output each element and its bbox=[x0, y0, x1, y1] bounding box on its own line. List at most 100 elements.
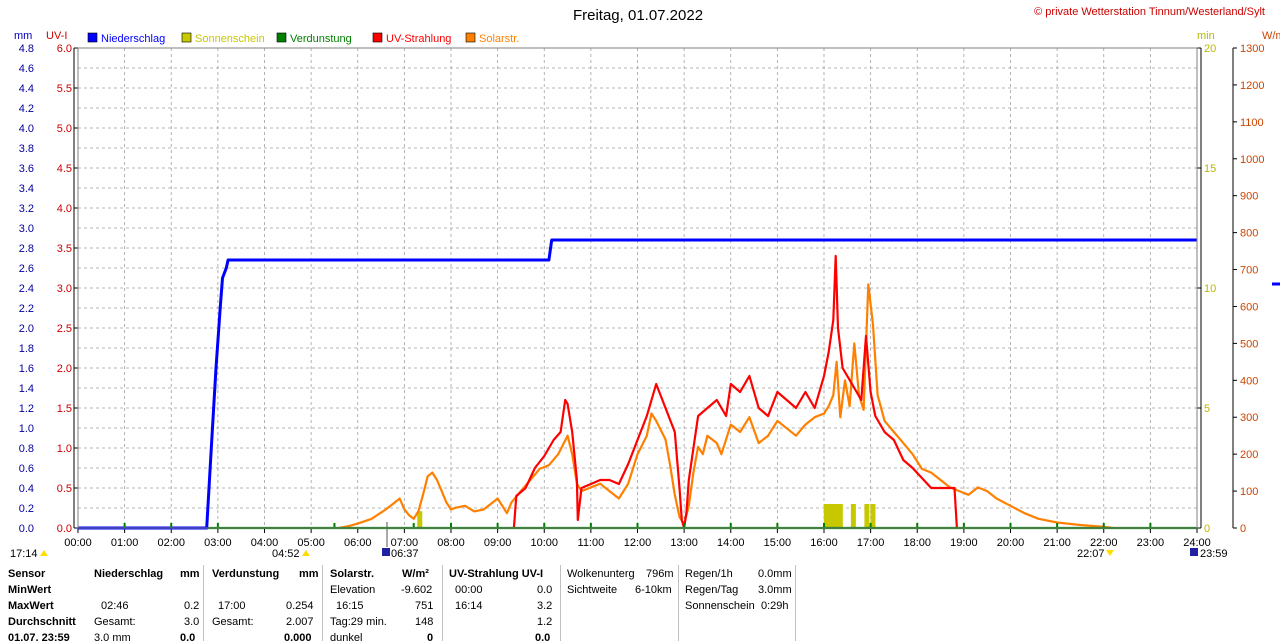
column-divider bbox=[795, 565, 796, 641]
time-tick-label: 18:00 bbox=[903, 537, 931, 549]
time-tick-label: 04:00 bbox=[251, 537, 279, 549]
mm-tick-label: 0.6 bbox=[19, 463, 34, 475]
uv-max-time: 16:14 bbox=[455, 600, 483, 612]
rain-max-value: 0.2 bbox=[184, 600, 200, 612]
column-divider bbox=[322, 565, 323, 641]
grid bbox=[78, 48, 1197, 528]
time-tick-label: 08:00 bbox=[437, 537, 465, 549]
weather-chart: Freitag, 01.07.2022 © private Wetterstat… bbox=[10, 6, 1280, 560]
legend-label: Niederschlag bbox=[101, 33, 165, 45]
statistics-panel: Sensor MinWert MaxWert Durchschnitt 01.0… bbox=[0, 563, 1280, 644]
wm2-tick-label: 500 bbox=[1240, 338, 1258, 350]
time-tick-label: 10:00 bbox=[530, 537, 558, 549]
legend-label: UV-Strahlung bbox=[386, 33, 451, 45]
uv-strahlung-series-line bbox=[512, 254, 958, 530]
rain-total-value: 3.0 bbox=[184, 616, 200, 628]
wm2-tick-label: 600 bbox=[1240, 301, 1258, 313]
min-tick-label: 20 bbox=[1204, 43, 1216, 55]
sun-markers: 17:14 04:52 06:37 22:07 23:59 bbox=[10, 522, 1228, 560]
mm-tick-label: 1.8 bbox=[19, 343, 34, 355]
legend-swatch bbox=[276, 32, 287, 43]
dawn-time: 06:37 bbox=[391, 548, 419, 560]
sunshine-label: Sonnenschein bbox=[685, 600, 755, 612]
solar-max-value: 751 bbox=[415, 600, 434, 612]
time-tick-label: 05:00 bbox=[297, 537, 325, 549]
sunshine-bar bbox=[833, 504, 839, 528]
sunshine-bar bbox=[870, 504, 876, 528]
solar-header: Solarstr. bbox=[330, 568, 375, 580]
rain-1h-value: 0.0mm bbox=[758, 568, 792, 580]
uvi-tick-label: 4.5 bbox=[57, 163, 72, 175]
rain-last-label: 3.0 mm bbox=[94, 632, 131, 644]
uv-avg-value: 1.2 bbox=[537, 616, 553, 628]
evap-header: Verdunstung bbox=[212, 568, 280, 580]
uv-last-value: 0.0 bbox=[535, 632, 551, 644]
uvi-tick-label: 3.0 bbox=[57, 283, 72, 295]
rain-last-value: 0.0 bbox=[180, 632, 196, 644]
moon-icon bbox=[382, 548, 390, 556]
time-tick-label: 23:00 bbox=[1137, 537, 1165, 549]
time-tick-label: 06:00 bbox=[344, 537, 372, 549]
uvi-tick-label: 1.5 bbox=[57, 403, 72, 415]
solar-avg-value: 148 bbox=[415, 616, 434, 628]
uv-min-value: 0.0 bbox=[537, 584, 553, 596]
cloud-base-label: Wolkenunterg bbox=[567, 568, 635, 580]
wm2-tick-label: 0 bbox=[1240, 523, 1246, 535]
wm2-tick-label: 200 bbox=[1240, 449, 1258, 461]
uvi-tick-label: 0.0 bbox=[57, 523, 72, 535]
mm-axis-unit: mm bbox=[14, 30, 32, 42]
time-tick-label: 13:00 bbox=[670, 537, 698, 549]
wm2-axis-unit: W/m² bbox=[1262, 30, 1280, 42]
mm-tick-label: 3.4 bbox=[19, 183, 34, 195]
evap-total-value: 2.007 bbox=[286, 616, 314, 628]
mm-tick-label: 3.2 bbox=[19, 203, 34, 215]
sunshine-value: 0:29h bbox=[761, 600, 789, 612]
uv-max-value: 3.2 bbox=[537, 600, 553, 612]
time-tick-label: 07:00 bbox=[391, 537, 419, 549]
mm-tick-label: 1.4 bbox=[19, 383, 34, 395]
visibility-value: 6-10km bbox=[635, 584, 672, 596]
time-tick-label: 11:00 bbox=[578, 537, 605, 549]
time-tick-label: 01:00 bbox=[111, 537, 139, 549]
time-tick-label: 02:00 bbox=[157, 537, 185, 549]
evap-max-value: 0.254 bbox=[286, 600, 314, 612]
wm2-tick-label: 1100 bbox=[1240, 117, 1264, 129]
legend-swatch bbox=[465, 32, 476, 43]
visibility-label: Sichtweite bbox=[567, 584, 618, 596]
wm2-tick-label: 700 bbox=[1240, 265, 1258, 277]
wm2-tick-label: 400 bbox=[1240, 375, 1258, 387]
wm2-tick-label: 800 bbox=[1240, 228, 1258, 240]
rain-day-label: Regen/Tag bbox=[685, 584, 739, 596]
uvi-tick-label: 2.0 bbox=[57, 363, 72, 375]
uv-min-time: 00:00 bbox=[455, 584, 483, 596]
sunshine-bar bbox=[864, 504, 870, 528]
legend-label: Solarstr. bbox=[479, 33, 519, 45]
min-tick-label: 15 bbox=[1204, 163, 1216, 175]
mm-tick-label: 0.8 bbox=[19, 443, 34, 455]
time-tick-label: 12:00 bbox=[624, 537, 652, 549]
station-credit: © private Wetterstation Tinnum/Westerlan… bbox=[1034, 6, 1265, 18]
niederschlag-series-line bbox=[78, 238, 1197, 530]
data-series bbox=[78, 238, 1197, 530]
min-tick-label: 10 bbox=[1204, 283, 1216, 295]
time-axis: 00:00 01:00 02:00 03:00 04:00 05:00 06:00 07:00… bbox=[64, 528, 1211, 549]
row-label-sensor: Sensor bbox=[8, 568, 46, 580]
sunset-icon bbox=[1106, 550, 1114, 556]
column-divider bbox=[203, 565, 204, 641]
uvi-tick-label: 5.0 bbox=[57, 123, 72, 135]
row-label-max: MaxWert bbox=[8, 600, 54, 612]
time-tick-label: 17:00 bbox=[857, 537, 885, 549]
uvi-tick-label: 3.5 bbox=[57, 243, 72, 255]
column-divider bbox=[678, 565, 679, 641]
time-tick-label: 14:00 bbox=[717, 537, 745, 549]
rain-max-time: 02:46 bbox=[101, 600, 129, 612]
sun-up-icon bbox=[40, 550, 48, 556]
plot-frame bbox=[77, 47, 1198, 529]
uvi-axis-unit: UV-I bbox=[46, 30, 67, 42]
uvi-tick-label: 1.0 bbox=[57, 443, 72, 455]
sunshine-bar bbox=[837, 504, 843, 528]
mm-tick-label: 1.6 bbox=[19, 363, 34, 375]
wm2-tick-label: 100 bbox=[1240, 486, 1258, 498]
mm-tick-label: 2.2 bbox=[19, 303, 34, 315]
time-tick-label: 20:00 bbox=[997, 537, 1025, 549]
